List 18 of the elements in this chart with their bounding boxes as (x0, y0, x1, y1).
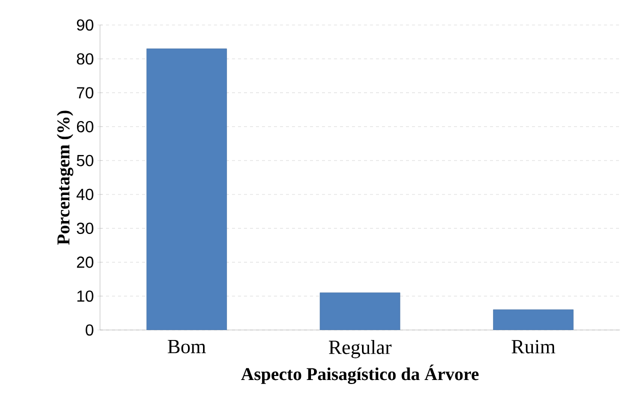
y-tick-label: 30 (76, 222, 94, 234)
y-tick-label: 70 (76, 87, 94, 98)
bar (320, 292, 400, 330)
y-tick-label: 20 (76, 256, 94, 268)
y-tick-label: 90 (76, 19, 94, 31)
bar (146, 48, 227, 330)
x-tick-label: Ruim (512, 340, 556, 354)
bar (493, 309, 574, 330)
x-axis-title: Aspecto Paisagístico da Árvore (241, 364, 479, 384)
y-tick-label: 40 (76, 188, 94, 200)
y-tick-label: 50 (76, 154, 94, 166)
y-tick-label: 80 (76, 53, 94, 65)
x-tick-label: Bom (168, 340, 206, 354)
y-tick-label: 60 (76, 121, 94, 132)
y-tick-label: 10 (77, 290, 94, 302)
y-axis-title: Porcentagem (%) (56, 110, 74, 245)
y-tick-label: 0 (86, 324, 94, 336)
x-tick-label: Regular (328, 340, 392, 358)
